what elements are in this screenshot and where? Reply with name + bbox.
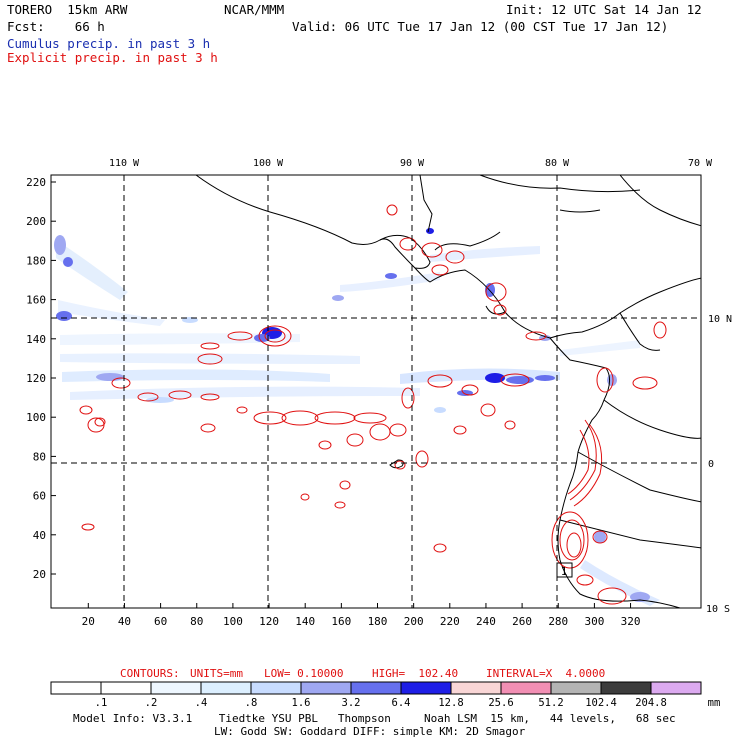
y-tick-label: 220 — [26, 176, 46, 189]
colorbar-swatch — [550, 681, 602, 695]
colorbar-label: 1.6 — [291, 697, 311, 709]
x-tick-label: 60 — [154, 615, 167, 628]
y-axis-ticks: 220 200 180 160 140 120 100 80 60 40 20 — [26, 176, 56, 581]
model-info: Model Info: V3.3.1 Tiedtke YSU PBL Thomp… — [73, 712, 676, 725]
x-tick-label: 100 — [223, 615, 243, 628]
colorbar — [50, 681, 702, 695]
y-tick-label: 140 — [26, 333, 46, 346]
x-tick-label: 40 — [118, 615, 131, 628]
colorbar-label: 204.8 — [635, 697, 667, 709]
colorbar-swatch — [650, 681, 702, 695]
lat-label: 10 S — [706, 604, 730, 615]
x-tick-label: 160 — [331, 615, 351, 628]
x-tick-label: 20 — [82, 615, 95, 628]
map-frame — [50, 174, 702, 609]
colorbar-label: 12.8 — [438, 697, 464, 709]
x-tick-label: 240 — [476, 615, 496, 628]
reference-box — [556, 562, 573, 578]
colorbar-swatch — [200, 681, 252, 695]
model-title: TORERO 15km ARW — [7, 2, 128, 17]
lon-label: 70 W — [688, 158, 713, 169]
y-tick-label: 100 — [26, 411, 46, 424]
colorbar-label: .8 — [244, 697, 258, 709]
colorbar-label: 6.4 — [391, 697, 411, 709]
colorbar-swatch — [150, 681, 202, 695]
lon-label: 90 W — [400, 158, 425, 169]
physics-info: LW: Godd SW: Goddard DIFF: simple KM: 2D… — [214, 725, 526, 738]
lon-label: 100 W — [253, 158, 284, 169]
colorbar-label: 102.4 — [585, 697, 617, 709]
lat-label: 10 N — [708, 314, 732, 325]
y-tick-label: 40 — [33, 529, 46, 542]
colorbar-swatch — [250, 681, 302, 695]
colorbar-label: 3.2 — [341, 697, 361, 709]
init-time: Init: 12 UTC Sat 14 Jan 12 — [506, 2, 702, 17]
colorbar-swatch — [600, 681, 652, 695]
y-tick-label: 200 — [26, 215, 46, 228]
field-explicit-label: Explicit precip. in past 3 h — [7, 50, 218, 65]
y-tick-label: 120 — [26, 372, 46, 385]
org-name: NCAR/MMM — [224, 2, 285, 17]
x-tick-label: 140 — [295, 615, 315, 628]
x-tick-label: 260 — [512, 615, 532, 628]
field-cumulus-label: Cumulus precip. in past 3 h — [7, 36, 211, 51]
colorbar-label: 25.6 — [488, 697, 514, 709]
contours-units: UNITS=mm — [190, 667, 243, 680]
y-tick-label: 20 — [33, 568, 46, 581]
x-tick-label: 200 — [404, 615, 424, 628]
colorbar-swatch — [500, 681, 552, 695]
colorbar-label: .4 — [194, 697, 208, 709]
y-tick-label: 180 — [26, 254, 46, 267]
x-tick-label: 220 — [440, 615, 460, 628]
colorbar-swatch — [400, 681, 452, 695]
cumulus-precip-shading — [54, 228, 660, 606]
colorbar-swatch — [350, 681, 402, 695]
x-axis-ticks: 20 40 60 80 100 120 140 160 180 200 220 240 260 280 30… — [82, 603, 641, 628]
y-tick-label: 60 — [33, 490, 46, 503]
contours-high: HIGH= 102.40 — [372, 667, 459, 680]
x-tick-label: 180 — [368, 615, 388, 628]
colorbar-label: .1 — [94, 697, 108, 709]
colorbar-swatch — [450, 681, 502, 695]
x-tick-label: 80 — [190, 615, 203, 628]
valid-time: Valid: 06 UTC Tue 17 Jan 12 (00 CST Tue … — [292, 19, 669, 34]
colorbar-swatch — [100, 681, 152, 695]
colorbar-label: .2 — [144, 697, 158, 709]
x-tick-label: 280 — [548, 615, 568, 628]
contours-low: LOW= 0.10000 — [264, 667, 344, 680]
explicit-precip-contours — [79, 204, 667, 605]
x-tick-label: 120 — [259, 615, 279, 628]
colorbar-swatch — [300, 681, 352, 695]
forecast-hour: Fcst: 66 h — [7, 19, 105, 34]
lat-labels: 10 N 0 10 S — [706, 314, 732, 615]
contours-interval: INTERVAL=X 4.0000 — [486, 667, 606, 680]
x-tick-label: 320 — [621, 615, 641, 628]
lon-label: 80 W — [545, 158, 570, 169]
x-tick-label: 300 — [584, 615, 604, 628]
lat-label: 0 — [708, 459, 714, 470]
graticule — [51, 175, 701, 608]
reference-box-label: 1 — [561, 565, 568, 578]
colorbar-label: 51.2 — [538, 697, 564, 709]
lon-labels: 110 W 100 W 90 W 80 W 70 W — [109, 158, 713, 169]
colorbar-unit: mm — [707, 697, 721, 709]
contours-prefix: CONTOURS: — [120, 667, 180, 680]
y-tick-label: 80 — [33, 450, 46, 463]
lon-label: 110 W — [109, 158, 140, 169]
colorbar-swatch — [50, 681, 102, 695]
coastlines — [195, 175, 701, 608]
y-tick-label: 160 — [26, 294, 46, 307]
